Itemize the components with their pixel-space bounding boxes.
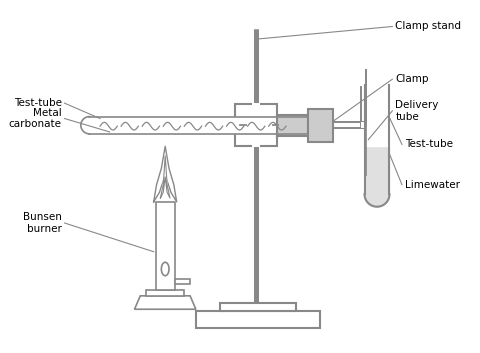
Polygon shape xyxy=(156,202,175,290)
Polygon shape xyxy=(252,103,260,147)
Text: Test-tube: Test-tube xyxy=(13,98,61,108)
Text: Clamp: Clamp xyxy=(395,74,429,84)
Polygon shape xyxy=(81,116,89,134)
Polygon shape xyxy=(160,156,170,198)
Ellipse shape xyxy=(161,262,169,276)
Polygon shape xyxy=(89,116,308,134)
Polygon shape xyxy=(134,296,196,309)
Polygon shape xyxy=(365,85,388,146)
Polygon shape xyxy=(364,146,389,194)
Text: Limewater: Limewater xyxy=(405,180,460,190)
Text: Clamp stand: Clamp stand xyxy=(395,22,461,31)
Polygon shape xyxy=(220,304,297,311)
Polygon shape xyxy=(196,311,321,328)
Polygon shape xyxy=(235,104,277,146)
Polygon shape xyxy=(308,109,333,142)
Polygon shape xyxy=(360,122,366,128)
Text: Delivery
tube: Delivery tube xyxy=(395,100,439,122)
Text: Metal
carbonate: Metal carbonate xyxy=(9,108,61,129)
Polygon shape xyxy=(175,279,190,284)
Polygon shape xyxy=(146,290,184,296)
Polygon shape xyxy=(154,146,177,202)
Text: Test-tube: Test-tube xyxy=(405,139,453,149)
Text: Bunsen
burner: Bunsen burner xyxy=(23,212,61,234)
Polygon shape xyxy=(277,115,308,136)
Polygon shape xyxy=(364,194,389,207)
Polygon shape xyxy=(364,85,389,194)
